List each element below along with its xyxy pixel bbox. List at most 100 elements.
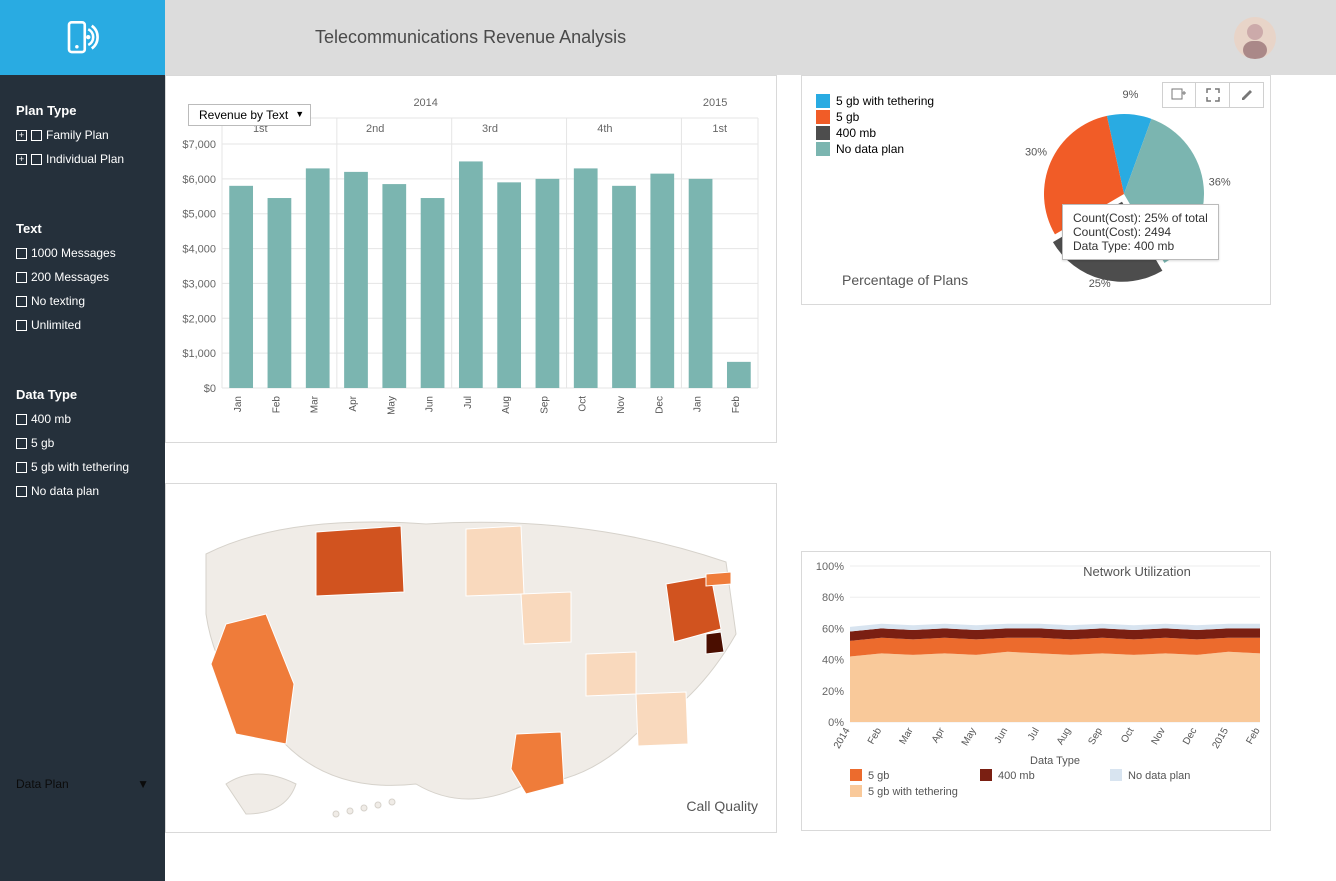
sidebar-item-5gb-tethering[interactable]: 5 gb with tethering xyxy=(16,460,149,474)
sidebar: Plan Type +Family Plan +Individual Plan … xyxy=(0,75,165,881)
svg-text:Feb: Feb xyxy=(271,396,282,414)
legend-item[interactable]: No data plan xyxy=(816,142,934,156)
tooltip-line: Count(Cost): 2494 xyxy=(1073,225,1208,239)
checkbox-icon[interactable] xyxy=(16,296,27,307)
svg-text:2014: 2014 xyxy=(413,97,437,109)
checkbox-icon[interactable] xyxy=(16,414,27,425)
svg-text:Jun: Jun xyxy=(425,396,436,412)
svg-text:Apr: Apr xyxy=(930,725,948,745)
network-utilization-chart[interactable]: Network Utilization0%20%40%60%80%100%201… xyxy=(801,551,1271,831)
svg-text:$3,000: $3,000 xyxy=(182,278,216,290)
svg-text:May: May xyxy=(386,396,397,415)
revenue-bar-chart[interactable]: Revenue by Text 20142015$0$1,000$2,000$3… xyxy=(165,75,777,443)
dropdown-label: Revenue by Text xyxy=(199,108,288,122)
dropdown-label: Data Plan xyxy=(16,777,69,791)
sidebar-item-label: Family Plan xyxy=(46,128,109,142)
sidebar-item-individual-plan[interactable]: + Individual Plan xyxy=(16,152,149,166)
sidebar-item-5gb[interactable]: 5 gb xyxy=(16,436,149,450)
logo xyxy=(0,0,165,75)
filter-title: Data Type xyxy=(16,387,149,402)
checkbox-icon[interactable] xyxy=(16,486,27,497)
avatar[interactable] xyxy=(1234,17,1276,59)
filter-data-type: Data Type 400 mb 5 gb 5 gb with tetherin… xyxy=(16,387,149,498)
sidebar-item-unlimited[interactable]: Unlimited xyxy=(16,318,149,332)
chart-title: Percentage of Plans xyxy=(842,272,968,288)
sidebar-item-no-data-plan[interactable]: No data plan xyxy=(16,484,149,498)
svg-text:Mar: Mar xyxy=(310,395,321,413)
sidebar-item-label: 1000 Messages xyxy=(31,246,116,260)
sidebar-item-no-texting[interactable]: No texting xyxy=(16,294,149,308)
legend-item[interactable]: 5 gb with tethering xyxy=(816,94,934,108)
svg-text:Oct: Oct xyxy=(578,396,589,412)
svg-text:Oct: Oct xyxy=(1119,726,1136,745)
sidebar-item-1000-messages[interactable]: 1000 Messages xyxy=(16,246,149,260)
svg-text:Sep: Sep xyxy=(539,396,550,414)
expand-icon[interactable]: + xyxy=(16,154,27,165)
svg-text:Data Type: Data Type xyxy=(1030,755,1080,767)
chart-dropdown[interactable]: Revenue by Text xyxy=(188,104,311,126)
svg-text:80%: 80% xyxy=(822,592,844,604)
svg-text:Jan: Jan xyxy=(693,396,704,412)
svg-text:2nd: 2nd xyxy=(366,123,384,135)
filter-plan-type: Plan Type +Family Plan +Individual Plan xyxy=(16,103,149,166)
sidebar-item-400mb[interactable]: 400 mb xyxy=(16,412,149,426)
svg-text:May: May xyxy=(960,726,979,748)
svg-text:36%: 36% xyxy=(1209,176,1231,188)
legend-swatch xyxy=(816,110,830,124)
sidebar-item-label: No data plan xyxy=(31,484,99,498)
chevron-down-icon: ▼ xyxy=(137,777,149,791)
legend-item[interactable]: 5 gb xyxy=(816,110,934,124)
data-plan-dropdown[interactable]: Data Plan ▼ xyxy=(16,777,149,791)
pie-svg: 9%30%25%36% xyxy=(1004,84,1264,294)
net-svg: Network Utilization0%20%40%60%80%100%201… xyxy=(802,552,1272,832)
checkbox-icon[interactable] xyxy=(16,248,27,259)
svg-text:Nov: Nov xyxy=(616,396,627,414)
svg-text:5 gb with tethering: 5 gb with tethering xyxy=(868,786,958,798)
checkbox-icon[interactable] xyxy=(16,438,27,449)
svg-text:60%: 60% xyxy=(822,623,844,635)
svg-text:4th: 4th xyxy=(597,123,612,135)
sidebar-item-label: 200 Messages xyxy=(31,270,109,284)
phone-signal-icon xyxy=(62,17,104,59)
svg-text:$1,000: $1,000 xyxy=(182,348,216,360)
page-title: Telecommunications Revenue Analysis xyxy=(315,27,626,48)
svg-text:30%: 30% xyxy=(1025,146,1047,158)
checkbox-icon[interactable] xyxy=(31,130,42,141)
svg-text:40%: 40% xyxy=(822,655,844,667)
svg-text:Aug: Aug xyxy=(1055,726,1073,747)
svg-text:$4,000: $4,000 xyxy=(182,244,216,256)
svg-text:$6,000: $6,000 xyxy=(182,174,216,186)
title-bar: Telecommunications Revenue Analysis xyxy=(165,0,1336,75)
sidebar-item-family-plan[interactable]: + Family Plan xyxy=(16,128,149,142)
checkbox-icon[interactable] xyxy=(16,320,27,331)
svg-text:$0: $0 xyxy=(204,383,216,395)
sidebar-item-label: 5 gb with tethering xyxy=(31,460,129,474)
tooltip-line: Data Type: 400 mb xyxy=(1073,239,1208,253)
svg-text:2015: 2015 xyxy=(1210,726,1231,751)
pie-tooltip: Count(Cost): 25% of total Count(Cost): 2… xyxy=(1062,204,1219,260)
map-svg xyxy=(166,484,778,834)
checkbox-icon[interactable] xyxy=(16,272,27,283)
sidebar-item-label: No texting xyxy=(31,294,85,308)
sidebar-item-200-messages[interactable]: 200 Messages xyxy=(16,270,149,284)
sidebar-item-label: Individual Plan xyxy=(46,152,124,166)
percentage-of-plans-pie[interactable]: 5 gb with tethering 5 gb 400 mb No data pla… xyxy=(801,75,1271,305)
svg-text:Jul: Jul xyxy=(463,396,474,409)
svg-text:2015: 2015 xyxy=(703,97,727,109)
legend-item[interactable]: 400 mb xyxy=(816,126,934,140)
svg-text:5 gb: 5 gb xyxy=(868,770,889,782)
svg-text:No data plan: No data plan xyxy=(1128,770,1190,782)
tooltip-line: Count(Cost): 25% of total xyxy=(1073,211,1208,225)
svg-text:Jul: Jul xyxy=(1026,726,1042,743)
call-quality-map[interactable]: Call Quality xyxy=(165,483,777,833)
legend-swatch xyxy=(816,142,830,156)
checkbox-icon[interactable] xyxy=(16,462,27,473)
svg-text:$7,000: $7,000 xyxy=(182,139,216,151)
checkbox-icon[interactable] xyxy=(31,154,42,165)
svg-text:Feb: Feb xyxy=(866,726,884,747)
expand-icon[interactable]: + xyxy=(16,130,27,141)
svg-text:100%: 100% xyxy=(816,561,844,573)
chart-title: Call Quality xyxy=(686,798,758,814)
svg-text:2014: 2014 xyxy=(832,726,853,751)
legend-swatch xyxy=(816,126,830,140)
